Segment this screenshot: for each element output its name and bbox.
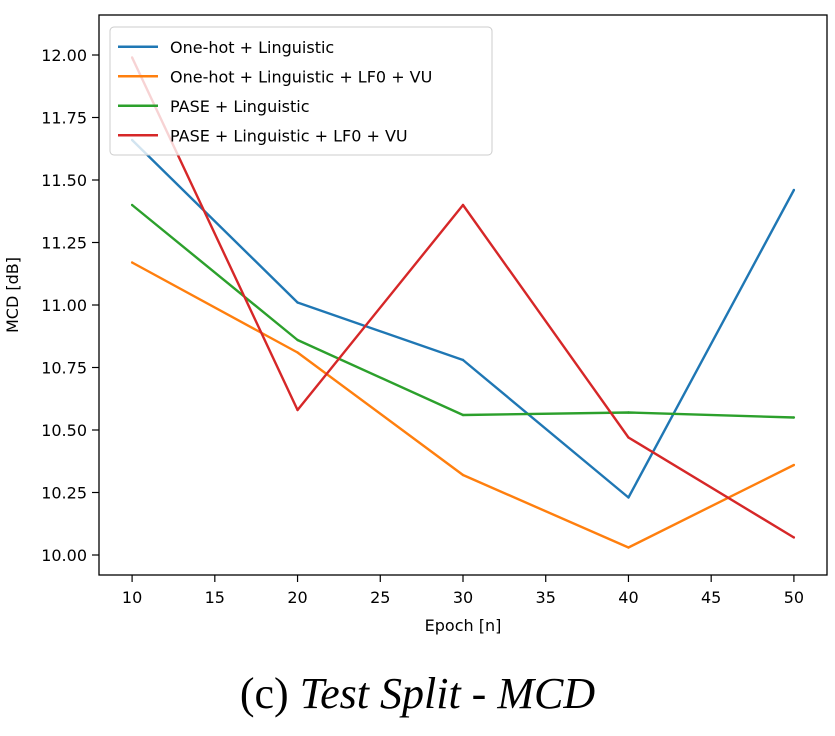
- y-tick-label: 10.50: [41, 421, 87, 440]
- y-tick-label: 11.50: [41, 171, 87, 190]
- data-point: [461, 413, 465, 417]
- data-point: [130, 203, 134, 207]
- figure-caption: (c) Test Split - MCD: [0, 668, 835, 719]
- data-point: [130, 261, 134, 264]
- data-point: [296, 301, 299, 304]
- x-tick-label: 45: [701, 588, 721, 607]
- data-point: [296, 351, 299, 354]
- data-point: [461, 203, 465, 207]
- data-point: [627, 411, 630, 414]
- data-point: [627, 546, 630, 549]
- y-tick-label: 11.00: [41, 296, 87, 315]
- x-axis-label: Epoch [n]: [425, 616, 502, 635]
- y-tick-label: 11.25: [41, 234, 87, 253]
- data-point: [627, 436, 630, 439]
- legend-entry: PASE + Linguistic: [170, 97, 310, 116]
- data-point: [792, 536, 796, 539]
- y-axis-label: MCD [dB]: [3, 257, 22, 333]
- series-line-1: [131, 139, 795, 499]
- x-tick-label: 35: [536, 588, 556, 607]
- data-point: [792, 416, 796, 419]
- y-tick-label: 10.75: [41, 359, 87, 378]
- x-tick-label: 15: [205, 588, 225, 607]
- series-line-2: [131, 261, 795, 549]
- data-point: [792, 188, 796, 192]
- data-point: [296, 408, 299, 412]
- caption-title: Test Split - MCD: [299, 669, 596, 718]
- legend-entry: One-hot + Linguistic: [170, 38, 334, 57]
- data-point: [792, 463, 796, 467]
- y-tick-label: 11.75: [41, 109, 87, 128]
- data-point: [296, 338, 299, 342]
- legend-box: [109, 26, 493, 156]
- x-tick-label: 40: [618, 588, 638, 607]
- data-point: [461, 358, 465, 362]
- data-point: [627, 496, 630, 499]
- legend-entry: PASE + Linguistic + LF0 + VU: [170, 126, 408, 145]
- axes: 10 15 20 25 30 35 40 45 50 10.00 10.25 10.50 10.75 11…: [3, 14, 828, 635]
- series-lines: [130, 56, 796, 549]
- legend-entry: One-hot + Linguistic + LF0 + VU: [170, 67, 432, 86]
- data-point: [461, 473, 465, 477]
- legend: One-hot + Linguistic One-hot + Linguistic…: [109, 26, 493, 156]
- y-tick-label: 10.00: [41, 546, 87, 565]
- x-tick-label: 30: [453, 588, 473, 607]
- caption-label: (c): [239, 669, 289, 718]
- y-tick-label: 10.25: [41, 484, 87, 503]
- x-tick-label: 25: [370, 588, 390, 607]
- x-tick-label: 10: [122, 588, 142, 607]
- y-tick-label: 12.00: [41, 46, 87, 65]
- x-tick-label: 50: [784, 588, 804, 607]
- x-tick-label: 20: [287, 588, 307, 607]
